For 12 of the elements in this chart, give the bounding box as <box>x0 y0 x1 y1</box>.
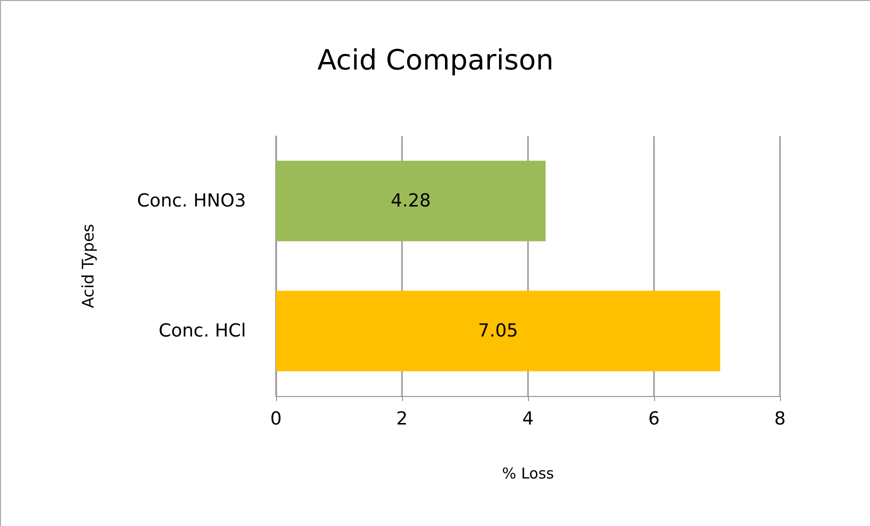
x-tick-label: 4 <box>522 408 534 430</box>
x-axis-title: % Loss <box>502 464 554 482</box>
y-tick-label: Conc. HCl <box>158 320 246 342</box>
data-label: 7.05 <box>478 320 518 342</box>
x-tick-label: 2 <box>396 408 408 430</box>
x-tick-label: 8 <box>774 408 786 430</box>
x-tick-label: 6 <box>648 408 660 430</box>
chart-title: Acid Comparison <box>317 44 554 76</box>
x-tick-label: 0 <box>270 408 282 430</box>
data-label: 4.28 <box>390 190 431 212</box>
y-axis-title: Acid Types <box>78 224 98 308</box>
y-tick-label: Conc. HNO3 <box>137 190 246 212</box>
